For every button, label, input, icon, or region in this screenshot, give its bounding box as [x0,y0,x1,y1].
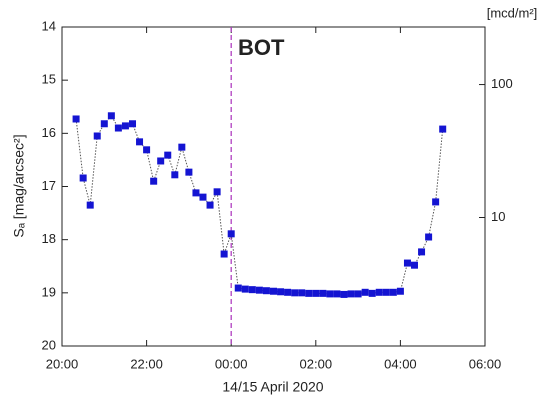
marker [439,125,447,133]
marker [220,250,228,258]
marker [206,201,214,209]
marker [389,288,397,296]
marker [354,290,362,298]
y-tick-label: 20 [42,337,56,352]
marker [312,289,320,297]
y-axis-label: Sₐ [mag/arcsec²] [11,134,27,237]
marker [72,115,80,123]
marker [157,157,165,165]
x-tick-label: 06:00 [469,356,502,371]
marker [396,287,404,295]
marker [270,287,277,295]
marker [100,120,108,128]
marker [114,124,122,132]
annotation: BOT [238,35,285,60]
marker [284,288,292,296]
y-tick-label: 15 [42,72,56,87]
x-tick-label: 00:00 [215,356,248,371]
marker [432,198,440,206]
marker [333,290,341,298]
y-tick-label: 18 [42,231,56,246]
marker [425,233,433,241]
marker [305,289,313,297]
x-tick-label: 22:00 [130,356,163,371]
marker [375,288,383,296]
x-tick-label: 04:00 [384,356,417,371]
marker [403,259,411,267]
marker [368,289,376,297]
marker [319,289,327,297]
x-tick-label: 20:00 [46,356,79,371]
marker [277,288,285,296]
x-tick-label: 02:00 [300,356,333,371]
marker [192,189,200,197]
marker [107,112,115,120]
marker [185,168,193,176]
marker [361,288,369,296]
marker [262,287,270,295]
marker [93,132,101,140]
marker [164,151,172,159]
marker [199,193,207,201]
marker [178,143,186,151]
y-tick-label: 19 [42,284,56,299]
marker [347,290,355,298]
marker [79,174,87,182]
marker [121,122,129,130]
y-tick-label: 14 [42,18,56,33]
y2-tick-label: 10 [491,209,505,224]
marker [241,285,249,293]
marker [418,248,426,256]
marker [248,286,256,294]
x-axis-label: 14/15 April 2020 [222,379,323,395]
marker [234,284,242,292]
marker [382,288,390,296]
marker [326,290,334,298]
marker [150,177,158,185]
series-line [75,114,444,295]
marker [86,201,94,209]
marker [213,188,221,196]
y-tick-label: 17 [42,178,56,193]
y2-axis-label: [mcd/m²] [487,5,538,20]
marker [340,290,348,298]
marker [129,120,137,128]
marker [255,286,263,294]
marker [171,171,179,179]
marker [291,289,299,297]
y-tick-label: 16 [42,125,56,140]
marker [298,289,306,297]
plot-frame [61,26,486,347]
marker [410,261,418,269]
marker [143,146,151,154]
y2-tick-label: 100 [491,76,513,91]
marker [227,230,235,238]
marker [136,138,144,146]
